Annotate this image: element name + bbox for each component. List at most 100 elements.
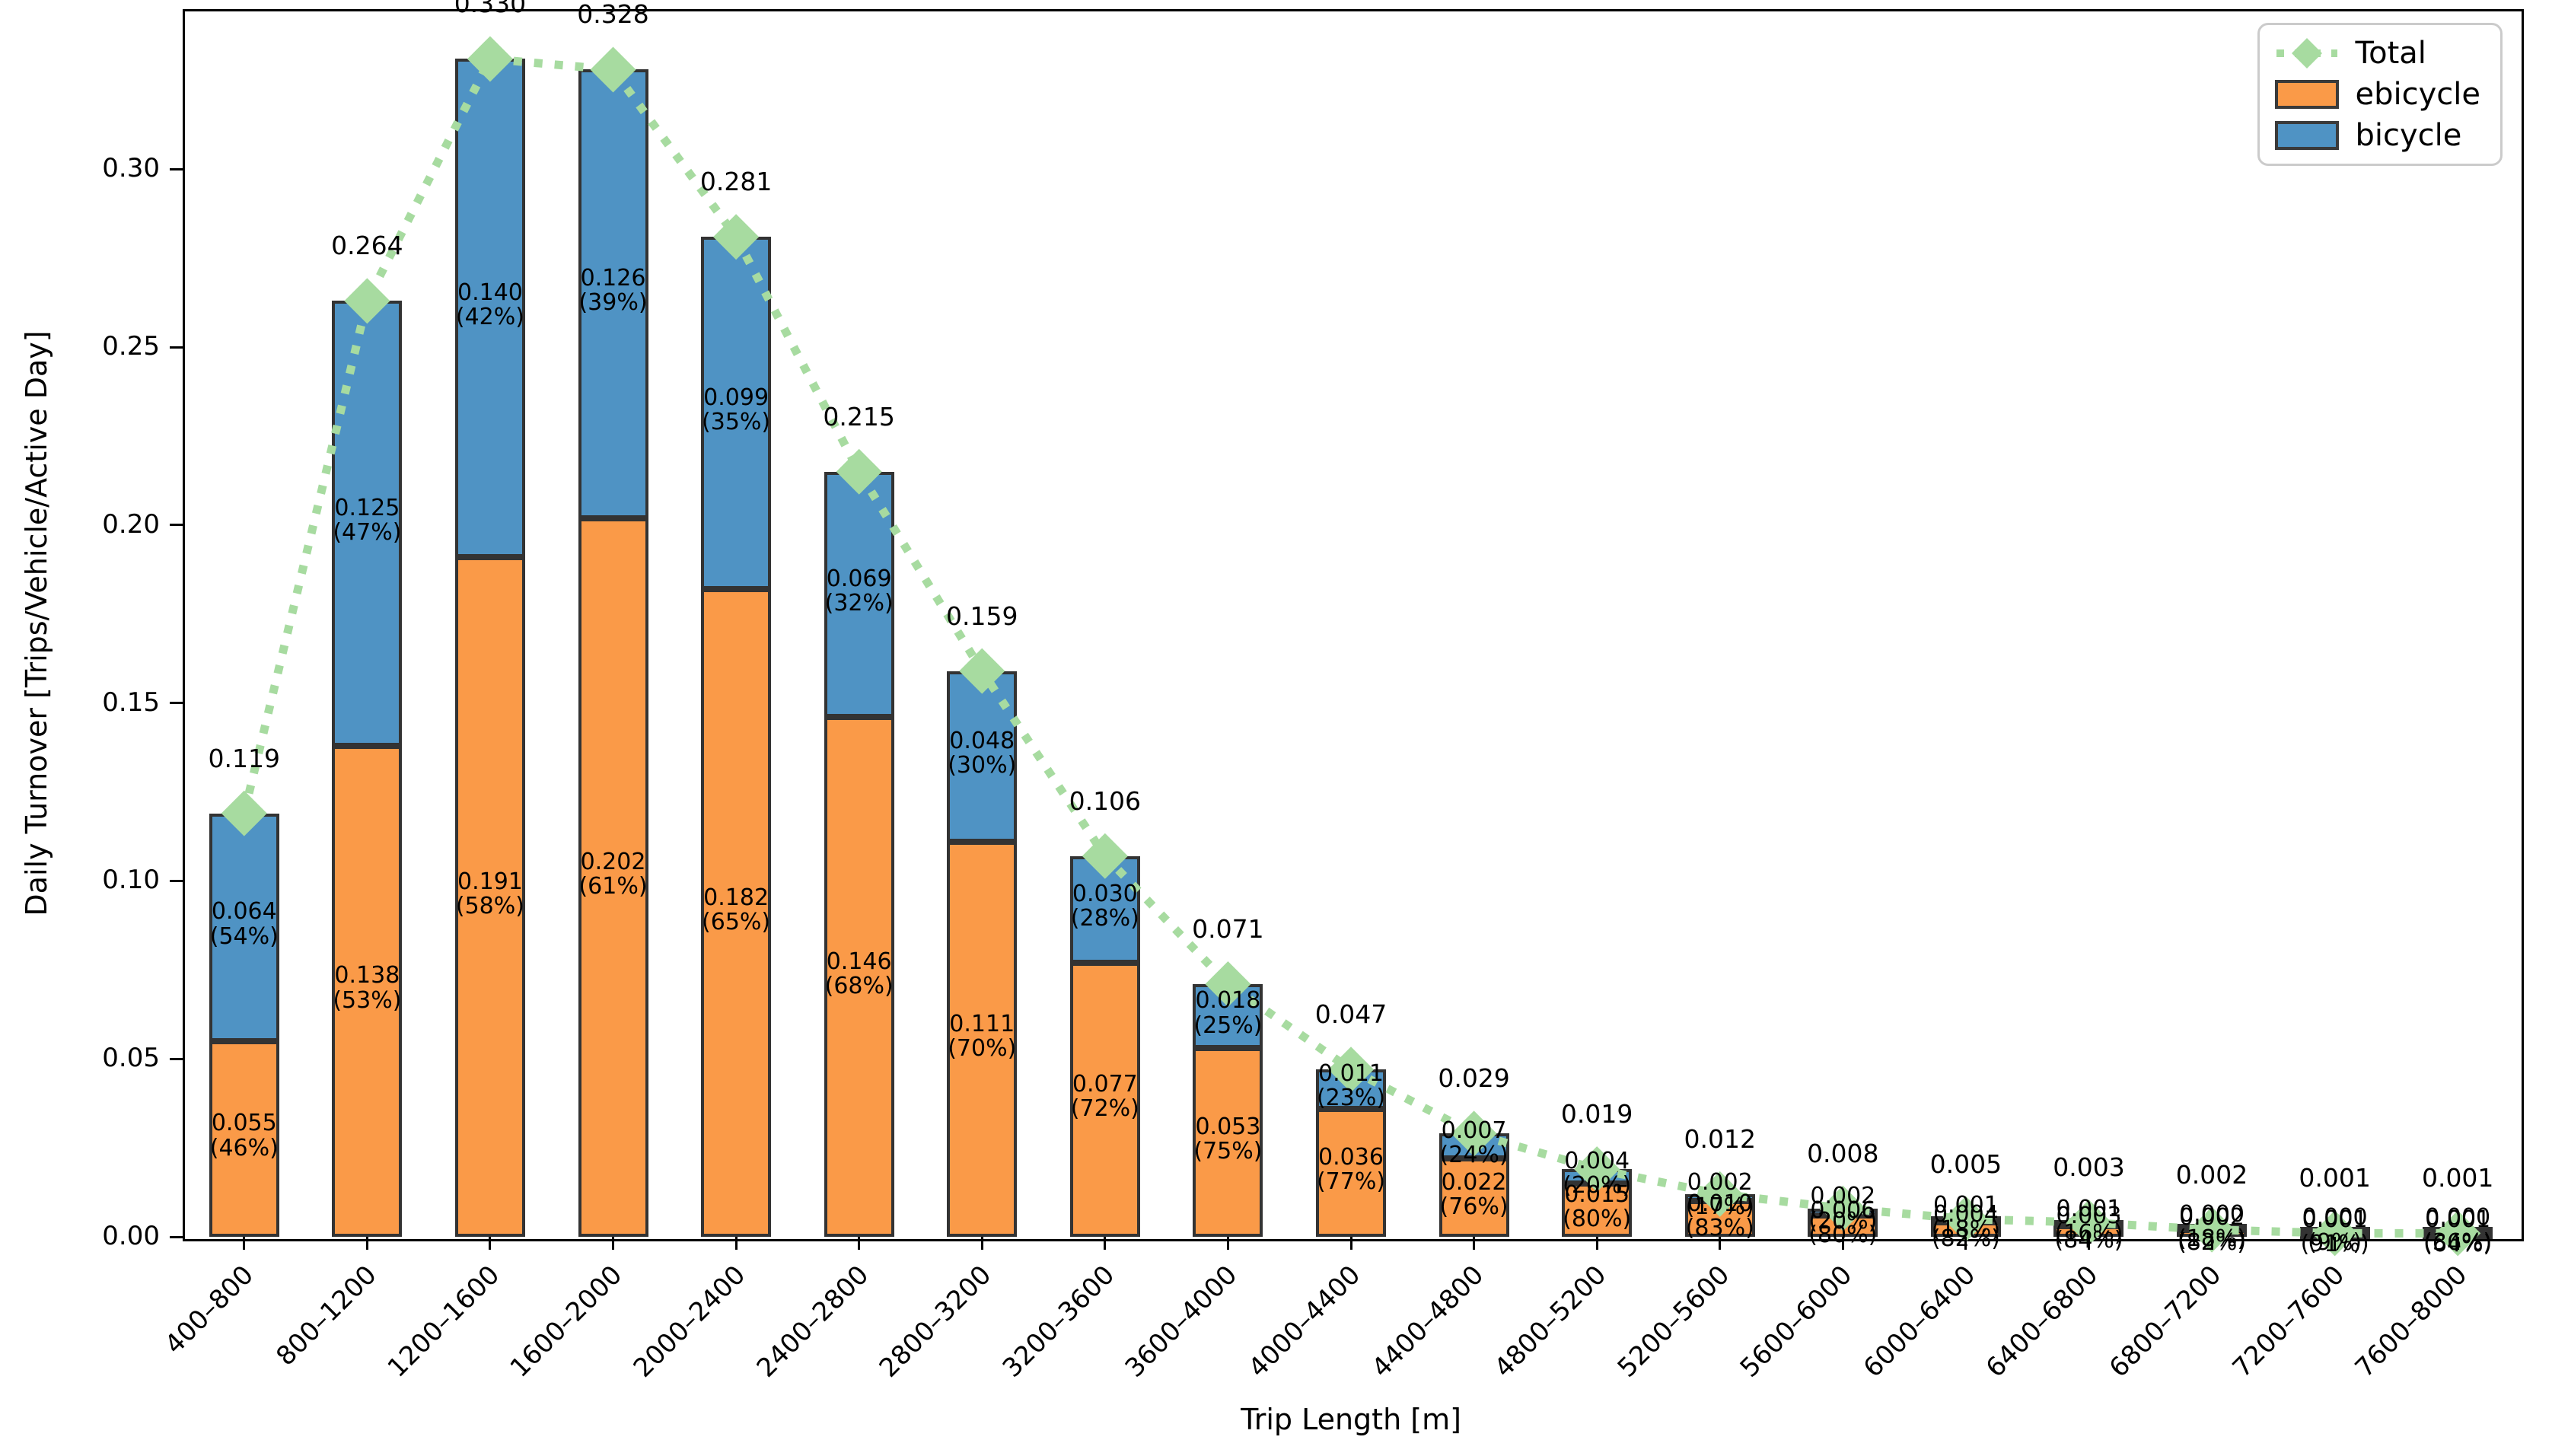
x-tick-label: 5200–5600 bbox=[1611, 1260, 1736, 1384]
bicycle-bar-segment bbox=[1069, 855, 1140, 963]
legend-item-Total: Total bbox=[2275, 36, 2481, 71]
legend-label: ebicycle bbox=[2355, 77, 2481, 112]
bicycle-bar-segment bbox=[947, 671, 1018, 843]
x-tick bbox=[365, 1237, 368, 1250]
legend-label: Total bbox=[2355, 36, 2426, 71]
ebicycle-bar-segment bbox=[2053, 1225, 2124, 1237]
ebicycle-bar-segment bbox=[701, 589, 772, 1237]
x-tick-label: 4000–4400 bbox=[1242, 1260, 1367, 1384]
bicycle-bar-segment bbox=[1316, 1069, 1386, 1109]
ebicycle-bar-segment bbox=[332, 745, 403, 1237]
y-tick bbox=[170, 524, 183, 527]
bicycle-bar-segment bbox=[701, 237, 772, 590]
bicycle-bar-segment bbox=[2299, 1227, 2370, 1234]
y-tick-label: 0.30 bbox=[102, 153, 160, 184]
x-tick bbox=[1473, 1237, 1476, 1250]
x-tick-label: 5600–6000 bbox=[1734, 1260, 1859, 1384]
x-tick-label: 1200–1600 bbox=[381, 1260, 506, 1384]
legend-item-bicycle: bicycle bbox=[2274, 118, 2481, 153]
x-tick bbox=[489, 1237, 492, 1250]
x-tick bbox=[2087, 1237, 2090, 1250]
y-tick bbox=[170, 702, 183, 705]
ebicycle-bar-segment bbox=[1193, 1048, 1263, 1237]
bicycle-bar-segment bbox=[1684, 1193, 1755, 1202]
x-tick-label: 2000–2400 bbox=[627, 1260, 752, 1384]
bicycle-bar-segment bbox=[2423, 1227, 2493, 1234]
x-tick bbox=[1841, 1237, 1844, 1250]
x-tick bbox=[1349, 1237, 1352, 1250]
legend-item-ebicycle: ebicycle bbox=[2274, 77, 2481, 112]
bicycle-bar-segment bbox=[1193, 984, 1263, 1049]
x-tick bbox=[858, 1237, 861, 1250]
x-tick-label: 4800–5200 bbox=[1488, 1260, 1613, 1384]
ebicycle-bar-segment bbox=[578, 518, 648, 1237]
x-tick bbox=[612, 1237, 615, 1250]
x-tick bbox=[1104, 1237, 1107, 1250]
x-tick bbox=[2210, 1237, 2213, 1250]
legend-label: bicycle bbox=[2355, 118, 2462, 153]
x-tick-label: 4400–4800 bbox=[1365, 1260, 1489, 1384]
bicycle-bar-segment bbox=[578, 69, 648, 518]
x-tick bbox=[1226, 1237, 1229, 1250]
x-tick-label: 7200–7600 bbox=[2226, 1260, 2350, 1384]
bicycle-bar-segment bbox=[1562, 1169, 1633, 1184]
ebicycle-bar-segment bbox=[1808, 1215, 1878, 1237]
y-axis-label: Daily Turnover [Trips/Vehicle/Active Day… bbox=[20, 330, 53, 916]
bicycle-bar-segment bbox=[1808, 1208, 1878, 1215]
x-axis-label: Trip Length [m] bbox=[1241, 1403, 1461, 1436]
y-tick-label: 0.00 bbox=[102, 1221, 160, 1251]
legend: Total ebicycle bicycle bbox=[2257, 23, 2503, 166]
ebicycle-bar-segment bbox=[1684, 1201, 1755, 1237]
x-tick-label: 800–1200 bbox=[270, 1260, 383, 1372]
x-tick-label: 1600–2000 bbox=[505, 1260, 629, 1384]
ebicycle-swatch-icon bbox=[2274, 80, 2339, 109]
x-tick bbox=[980, 1237, 983, 1250]
x-tick bbox=[2456, 1237, 2459, 1250]
bicycle-bar-segment bbox=[1930, 1216, 2001, 1223]
x-tick-label: 400–800 bbox=[158, 1260, 260, 1361]
ebicycle-bar-segment bbox=[947, 842, 1018, 1237]
x-tick-label: 2800–3200 bbox=[873, 1260, 998, 1384]
x-tick bbox=[1964, 1237, 1967, 1250]
ebicycle-bar-segment bbox=[824, 717, 894, 1237]
ebicycle-bar-segment bbox=[1069, 962, 1140, 1237]
bicycle-swatch-icon bbox=[2274, 121, 2339, 150]
ebicycle-bar-segment bbox=[454, 557, 525, 1237]
x-tick-label: 7600–8000 bbox=[2349, 1260, 2474, 1384]
x-tick-label: 2400–2800 bbox=[750, 1260, 875, 1384]
ebicycle-bar-segment bbox=[209, 1040, 279, 1237]
x-tick bbox=[243, 1237, 246, 1250]
bicycle-bar-segment bbox=[454, 59, 525, 557]
x-tick bbox=[2334, 1237, 2337, 1250]
bicycle-bar-segment bbox=[2177, 1223, 2248, 1230]
y-tick-label: 0.10 bbox=[102, 865, 160, 896]
ebicycle-bar-segment bbox=[1562, 1183, 1633, 1237]
x-tick-label: 3600–4000 bbox=[1120, 1260, 1244, 1384]
bicycle-bar-segment bbox=[2053, 1219, 2124, 1226]
y-tick bbox=[170, 1235, 183, 1238]
y-tick bbox=[170, 1057, 183, 1060]
x-tick bbox=[734, 1237, 738, 1250]
x-tick-label: 6400–6800 bbox=[1980, 1260, 2104, 1384]
ebicycle-bar-segment bbox=[1930, 1222, 2001, 1237]
plot-area bbox=[183, 9, 2524, 1241]
total-line-legend-icon bbox=[2276, 38, 2337, 68]
x-tick-label: 3200–3600 bbox=[996, 1260, 1121, 1384]
y-tick-label: 0.15 bbox=[102, 687, 160, 718]
x-tick-label: 6000–6400 bbox=[1857, 1260, 1982, 1384]
y-tick bbox=[170, 167, 183, 170]
x-tick bbox=[1719, 1237, 1722, 1250]
ebicycle-bar-segment bbox=[1316, 1108, 1386, 1237]
y-tick bbox=[170, 879, 183, 882]
y-tick bbox=[170, 346, 183, 349]
bicycle-bar-segment bbox=[209, 813, 279, 1041]
ebicycle-bar-segment bbox=[2177, 1229, 2248, 1237]
y-tick-label: 0.05 bbox=[102, 1043, 160, 1074]
bicycle-bar-segment bbox=[824, 471, 894, 718]
x-tick-label: 6800–7200 bbox=[2103, 1260, 2228, 1384]
bicycle-bar-segment bbox=[1438, 1133, 1509, 1159]
ebicycle-bar-segment bbox=[1438, 1158, 1509, 1237]
bicycle-bar-segment bbox=[332, 301, 403, 746]
x-tick bbox=[1595, 1237, 1598, 1250]
